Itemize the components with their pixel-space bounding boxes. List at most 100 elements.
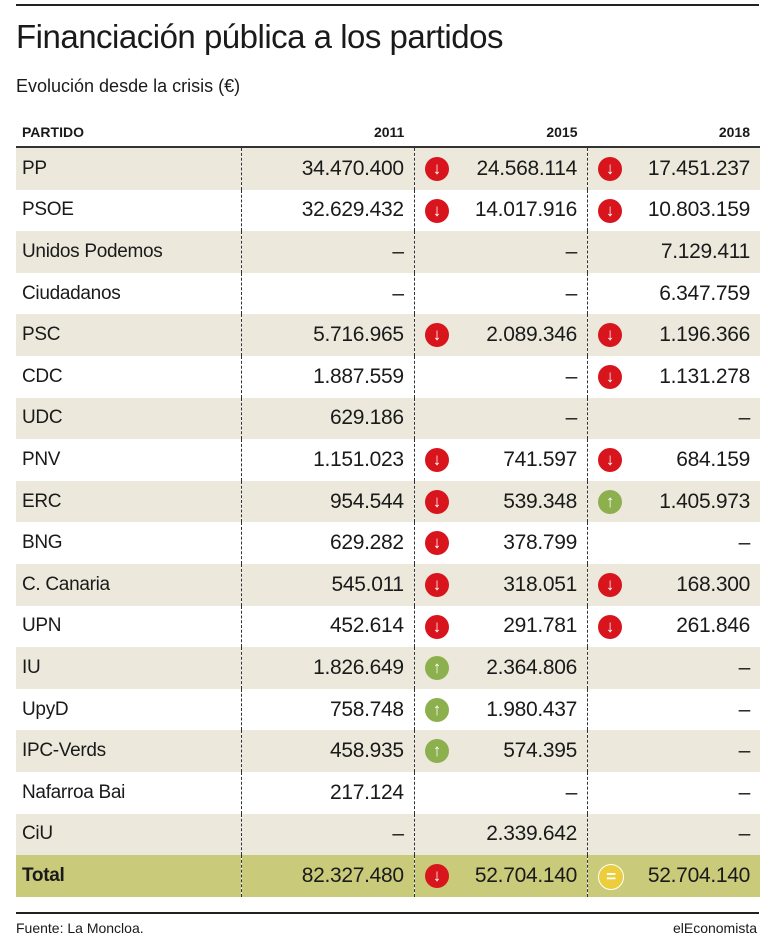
party-name: PSC: [16, 314, 242, 356]
value-cell: ↓ 684.159: [587, 439, 760, 481]
table-row: CDC 1.887.559 – ↓ 1.131.278: [16, 355, 760, 398]
table-row: Unidos Podemos – – 7.129.411: [16, 231, 760, 273]
trend-down-icon: ↓: [424, 572, 449, 597]
value: 82.327.480: [301, 863, 404, 887]
value: 217.124: [330, 780, 404, 804]
value-cell: –: [587, 688, 760, 731]
trend-down-icon: ↓: [424, 531, 449, 556]
table-row: PSC 5.716.965 ↓ 2.089.346 ↓ 1.196.366: [16, 314, 760, 356]
value: –: [565, 780, 578, 804]
col-header-2011: 2011: [241, 118, 415, 148]
party-name: PNV: [22, 448, 61, 470]
table-row: IU 1.826.649 ↑ 2.364.806 –: [16, 647, 760, 689]
value-cell: –: [413, 272, 588, 315]
value-cell: –: [587, 730, 760, 772]
value: 34.470.400: [301, 156, 404, 180]
page-title: Financiación pública a los partidos: [16, 18, 503, 55]
value-cell: 458.935: [240, 730, 415, 772]
value-cell: ↓ 2.089.346: [413, 314, 588, 356]
value-cell: –: [413, 231, 588, 273]
value-cell: 452.614: [240, 605, 415, 648]
value: 684.159: [676, 447, 750, 471]
value-cell: ↑ 574.395: [413, 730, 588, 772]
value: 574.395: [503, 739, 578, 763]
table-row: ERC 954.544 ↓ 539.348 ↑ 1.405.973: [16, 480, 760, 523]
value-cell: ↓ 52.704.140: [413, 855, 588, 897]
value: –: [392, 281, 404, 305]
value: 14.017.916: [474, 198, 578, 222]
value: 1.887.559: [313, 364, 404, 388]
trend-down-icon: ↓: [598, 572, 623, 597]
trend-down-icon: ↓: [424, 323, 449, 348]
trend-up-icon: ↑: [424, 656, 449, 681]
value: 2.339.642: [486, 822, 578, 846]
value: 758.748: [330, 697, 404, 721]
value: 741.597: [503, 447, 578, 471]
value: 168.300: [676, 572, 750, 596]
value-cell: –: [240, 813, 415, 856]
value-cell: ↓ 539.348: [413, 480, 588, 523]
trend-down-icon: ↓: [424, 864, 449, 889]
value-cell: ↓ 168.300: [587, 563, 760, 606]
value-cell: ↓ 318.051: [413, 563, 588, 606]
value: 1.405.973: [659, 489, 750, 513]
value-cell: 34.470.400: [240, 147, 415, 190]
trend-down-icon: ↓: [424, 448, 449, 473]
value-cell: ↓ 741.597: [413, 439, 588, 481]
value-cell: 629.282: [240, 522, 415, 564]
value: 1.196.366: [659, 323, 750, 347]
value: 52.704.140: [647, 863, 750, 887]
party-name: BNG: [22, 532, 63, 554]
value-cell: 1.151.023: [240, 439, 415, 481]
value-cell: 6.347.759: [587, 272, 760, 315]
party-name: UDC: [16, 397, 242, 440]
value-cell: 32.629.432: [240, 189, 415, 232]
value-cell: –: [587, 647, 760, 689]
value: –: [738, 655, 751, 679]
value-cell: ↓ 14.017.916: [413, 189, 588, 232]
value: –: [738, 697, 751, 721]
party-name: IU: [16, 647, 242, 689]
subtitle: Evolución desde la crisis (€): [16, 76, 241, 96]
trend-down-icon: ↓: [598, 614, 623, 639]
brand-logo: elEconomista: [672, 920, 757, 936]
col-header-2015: 2015: [414, 118, 588, 148]
value-cell: ↓ 291.781: [413, 605, 588, 648]
value-cell: ↑ 1.405.973: [587, 480, 760, 523]
value: 1.131.278: [659, 364, 750, 388]
value: 954.544: [330, 489, 404, 513]
value-cell: ↓ 378.799: [413, 522, 588, 564]
value-cell: ↑ 2.364.806: [413, 647, 588, 689]
value: 539.348: [503, 489, 578, 513]
value: 2.364.806: [486, 655, 578, 679]
value-cell: 629.186: [240, 397, 415, 440]
table-row: PSOE 32.629.432 ↓ 14.017.916 ↓ 10.803.159: [16, 189, 760, 232]
trend-up-icon: ↑: [424, 739, 449, 764]
value: 2.089.346: [486, 323, 578, 347]
value: 24.568.114: [476, 156, 578, 180]
value: –: [392, 822, 404, 846]
trend-down-icon: ↓: [424, 198, 449, 223]
party-name: IPC-Verds: [16, 730, 242, 772]
table-row: C. Canaria 545.011 ↓ 318.051 ↓ 168.300: [16, 563, 760, 606]
value: 291.781: [503, 614, 578, 638]
value: 1.826.649: [313, 655, 404, 679]
value-cell: 217.124: [240, 771, 415, 814]
top-rule: [16, 4, 759, 6]
value: 452.614: [330, 614, 404, 638]
value: 458.935: [330, 739, 404, 763]
bottom-rule: [16, 912, 759, 914]
value: –: [392, 239, 404, 263]
value: 1.980.437: [486, 697, 578, 721]
party-name: Nafarroa Bai: [22, 781, 126, 803]
party-name: UPN: [22, 615, 62, 637]
value: –: [738, 822, 751, 846]
value: 629.282: [330, 531, 404, 555]
value: 7.129.411: [660, 239, 750, 263]
trend-down-icon: ↓: [598, 364, 623, 389]
value-cell: –: [587, 771, 760, 814]
trend-down-icon: ↓: [598, 157, 623, 181]
value: –: [565, 406, 578, 430]
value: 10.803.159: [647, 198, 750, 222]
